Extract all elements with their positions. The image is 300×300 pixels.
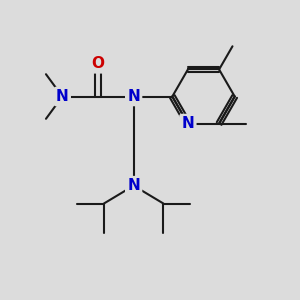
Text: N: N xyxy=(182,116,194,131)
Text: N: N xyxy=(56,89,69,104)
Text: N: N xyxy=(127,89,140,104)
Text: N: N xyxy=(127,178,140,193)
Text: O: O xyxy=(92,56,104,71)
